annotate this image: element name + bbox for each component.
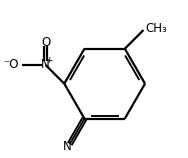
Text: N: N <box>41 58 50 72</box>
Text: N: N <box>63 140 72 153</box>
Text: ⁻O: ⁻O <box>3 58 19 71</box>
Text: CH₃: CH₃ <box>145 22 167 35</box>
Text: O: O <box>41 36 50 49</box>
Text: +: + <box>45 56 53 65</box>
